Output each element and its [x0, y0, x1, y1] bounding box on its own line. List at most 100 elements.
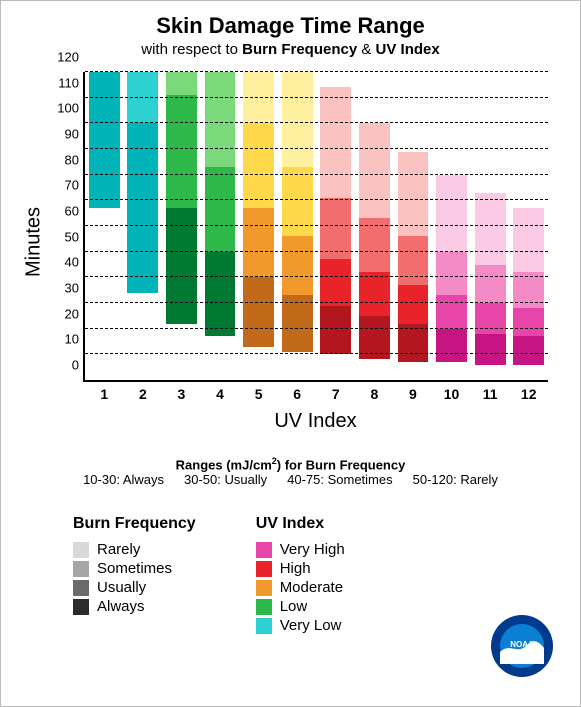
- x-tick: 1: [100, 380, 108, 402]
- subtitle-amp: &: [357, 41, 375, 58]
- legend-label: Low: [280, 598, 308, 615]
- x-tick: 5: [255, 380, 263, 402]
- y-tick: 70: [65, 178, 85, 193]
- x-tick: 8: [370, 380, 378, 402]
- bar-segment: [243, 123, 274, 208]
- legend-item: Rarely: [73, 541, 196, 558]
- legend-swatch: [73, 561, 89, 577]
- ranges-title: Ranges (mJ/cm2) for Burn Frequency: [15, 456, 566, 472]
- bar-segment: [398, 285, 429, 324]
- bar-segment: [475, 265, 506, 304]
- bar-segment: [513, 308, 544, 336]
- bar-segment: [513, 336, 544, 364]
- y-axis-label: Minutes: [23, 207, 46, 277]
- bar-col: [398, 72, 429, 380]
- grid-line: [85, 148, 548, 149]
- bar-segment: [475, 303, 506, 334]
- bar-col: [243, 72, 274, 380]
- grid-line: [85, 302, 548, 303]
- legend-swatch: [73, 542, 89, 558]
- bar-segment: [436, 295, 467, 328]
- y-tick: 80: [65, 152, 85, 167]
- bar-segment: [127, 72, 158, 123]
- legend-item: Always: [73, 598, 196, 615]
- bar-segment: [320, 87, 351, 197]
- legend-item: Sometimes: [73, 560, 196, 577]
- bar-segment: [398, 236, 429, 285]
- bar-col: [320, 72, 351, 380]
- legend-uv-title: UV Index: [256, 515, 345, 533]
- y-tick: 20: [65, 306, 85, 321]
- bar-segment: [166, 95, 197, 208]
- bar-segment: [89, 72, 120, 208]
- grid-line: [85, 251, 548, 252]
- legend-freq-title: Burn Frequency: [73, 515, 196, 533]
- legend-label: Moderate: [280, 579, 343, 596]
- legend-swatch: [73, 599, 89, 615]
- x-tick: 6: [293, 380, 301, 402]
- grid-line: [85, 71, 548, 72]
- bar-segment: [359, 272, 390, 316]
- grid-line: [85, 353, 548, 354]
- bar-segment: [359, 218, 390, 272]
- legend-label: Sometimes: [97, 560, 172, 577]
- legend-label: Always: [97, 598, 145, 615]
- bar-segment: [436, 329, 467, 362]
- legend-swatch: [256, 542, 272, 558]
- y-tick: 90: [65, 127, 85, 142]
- bar-segment: [436, 252, 467, 296]
- ranges-block: Ranges (mJ/cm2) for Burn Frequency 10-30…: [15, 456, 566, 487]
- legend-item: High: [256, 560, 345, 577]
- y-tick: 120: [57, 50, 85, 65]
- subtitle-prefix: with respect to: [141, 41, 242, 58]
- bar-segment: [243, 72, 274, 123]
- y-tick: 40: [65, 255, 85, 270]
- subtitle-bold2: UV Index: [376, 41, 440, 58]
- bar-segment: [205, 72, 236, 167]
- legend-label: Very High: [280, 541, 345, 558]
- bar-segment: [205, 167, 236, 252]
- chart: Minutes 01020304050607080901001101201234…: [15, 72, 566, 412]
- bar-segment: [475, 193, 506, 265]
- bars-layer: [85, 72, 548, 380]
- bar-col: [89, 72, 120, 380]
- x-tick: 10: [444, 380, 460, 402]
- x-tick: 7: [332, 380, 340, 402]
- title-block: Skin Damage Time Range with respect to B…: [15, 13, 566, 58]
- bar-segment: [282, 295, 313, 351]
- legend-label: Usually: [97, 579, 146, 596]
- bar-segment: [282, 236, 313, 295]
- bar-segment: [475, 334, 506, 365]
- x-tick: 11: [483, 380, 498, 402]
- bar-col: [359, 72, 390, 380]
- y-tick: 0: [72, 358, 85, 373]
- grid-line: [85, 122, 548, 123]
- plot-area: 0102030405060708090100110120123456789101…: [83, 72, 548, 382]
- x-tick: 9: [409, 380, 417, 402]
- legend-label: High: [280, 560, 311, 577]
- chart-subtitle: with respect to Burn Frequency & UV Inde…: [15, 41, 566, 58]
- bar-segment: [513, 208, 544, 272]
- legend-freq-items: Rarely Sometimes Usually Always: [73, 541, 196, 615]
- y-tick: 10: [65, 332, 85, 347]
- bar-segment: [398, 152, 429, 237]
- grid-line: [85, 97, 548, 98]
- bar-col: [436, 72, 467, 380]
- grid-line: [85, 174, 548, 175]
- noaa-logo-icon: NOAA: [490, 614, 554, 678]
- bar-segment: [359, 123, 390, 218]
- range-item: 40-75: Sometimes: [287, 472, 393, 487]
- bar-col: [166, 72, 197, 380]
- legend-item: Low: [256, 598, 345, 615]
- x-axis-label: UV Index: [83, 410, 548, 433]
- bar-col: [127, 72, 158, 380]
- legend-item: Very Low: [256, 617, 345, 634]
- legend-burn-frequency: Burn Frequency Rarely Sometimes Usually Alw…: [73, 515, 196, 636]
- legend-label: Rarely: [97, 541, 140, 558]
- bar-segment: [398, 324, 429, 363]
- bar-col: [205, 72, 236, 380]
- x-tick: 4: [216, 380, 224, 402]
- legend-swatch: [256, 580, 272, 596]
- y-tick: 30: [65, 281, 85, 296]
- grid-line: [85, 199, 548, 200]
